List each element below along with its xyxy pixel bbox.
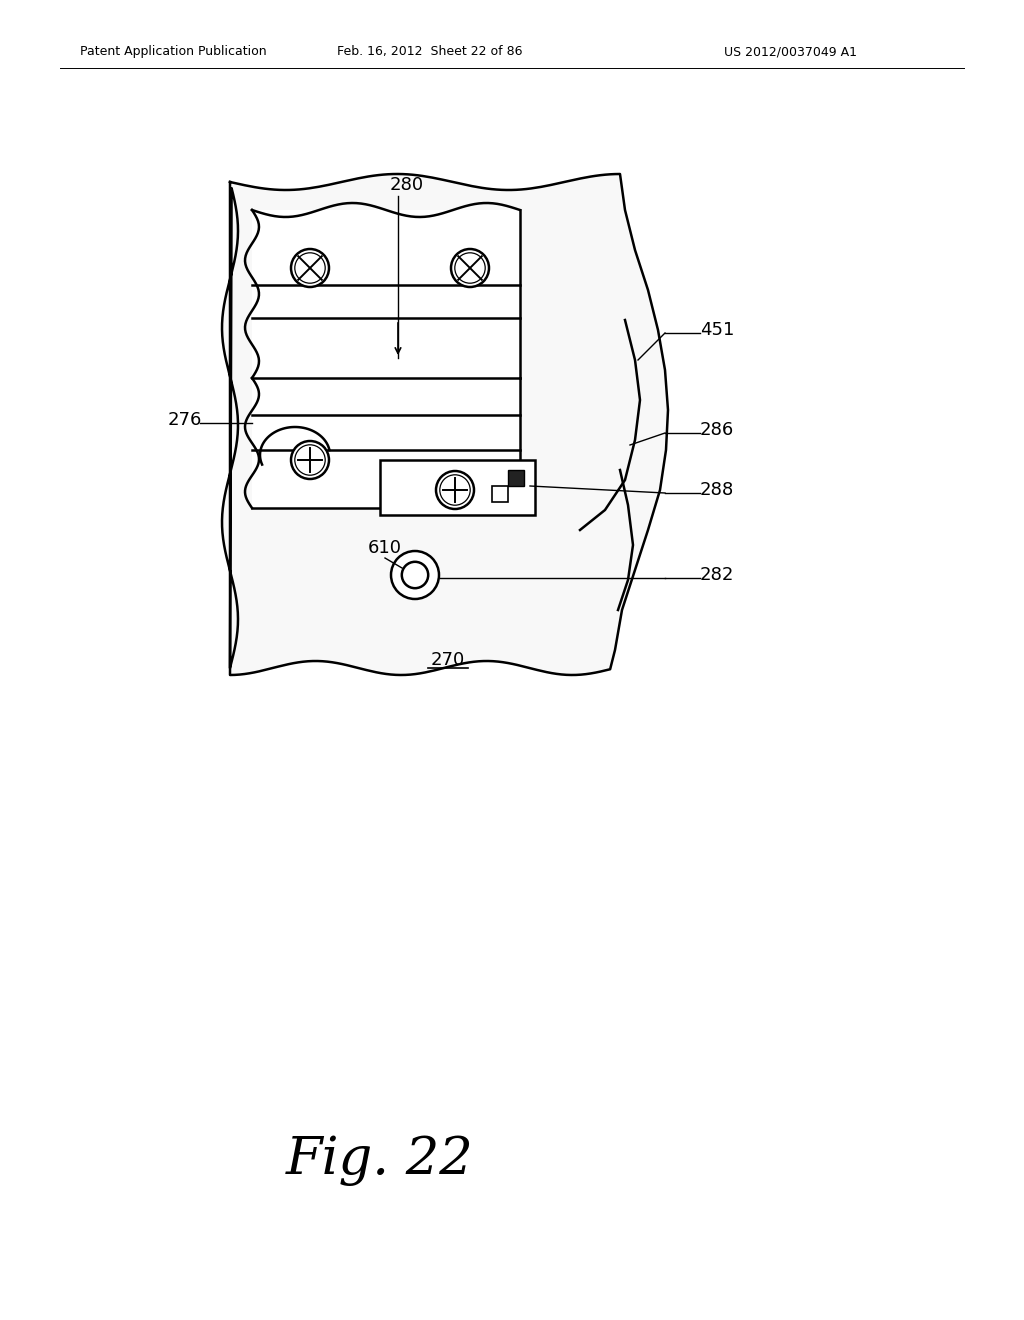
Circle shape: [451, 249, 489, 286]
Circle shape: [401, 562, 428, 589]
Bar: [380, 459, 535, 515]
Circle shape: [291, 441, 329, 479]
Circle shape: [391, 550, 439, 599]
Text: 270: 270: [431, 651, 465, 669]
Text: Fig. 22: Fig. 22: [286, 1134, 474, 1185]
Polygon shape: [222, 174, 668, 675]
Text: 288: 288: [700, 480, 734, 499]
Text: 610: 610: [368, 539, 402, 557]
Text: US 2012/0037049 A1: US 2012/0037049 A1: [724, 45, 856, 58]
Text: 286: 286: [700, 421, 734, 440]
Circle shape: [436, 471, 474, 510]
Circle shape: [291, 249, 329, 286]
Bar: [508, 470, 524, 486]
Text: 280: 280: [390, 176, 424, 194]
Bar: [252, 378, 520, 508]
Text: Patent Application Publication: Patent Application Publication: [80, 45, 266, 58]
Text: 451: 451: [700, 321, 734, 339]
Bar: [252, 210, 520, 378]
Text: 282: 282: [700, 566, 734, 583]
Text: Feb. 16, 2012  Sheet 22 of 86: Feb. 16, 2012 Sheet 22 of 86: [337, 45, 522, 58]
Bar: [492, 486, 508, 502]
Text: 276: 276: [168, 411, 203, 429]
